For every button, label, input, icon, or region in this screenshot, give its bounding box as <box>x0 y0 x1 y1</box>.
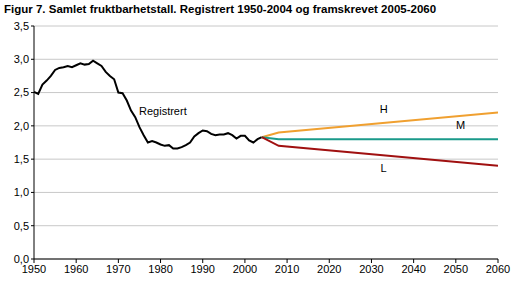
svg-text:1960: 1960 <box>64 263 88 275</box>
svg-text:1950: 1950 <box>21 262 47 275</box>
svg-text:1970: 1970 <box>106 263 130 275</box>
svg-text:2050: 2050 <box>444 263 468 275</box>
svg-text:L: L <box>381 162 387 174</box>
svg-text:M: M <box>456 119 465 131</box>
svg-text:2000: 2000 <box>233 263 257 275</box>
svg-text:3,5: 3,5 <box>14 20 29 32</box>
svg-text:H: H <box>380 103 388 115</box>
html-text:Figur 7. Samlet fruktbarhetsta: Figur 7. Samlet fruktbarhetstall. Regist… <box>4 3 437 15</box>
svg-text:2,5: 2,5 <box>14 86 29 98</box>
svg-text:1,0: 1,0 <box>14 186 29 198</box>
svg-text:1,5: 1,5 <box>14 153 29 165</box>
svg-text:2030: 2030 <box>359 263 383 275</box>
svg-text:0,0: 0,0 <box>14 253 29 265</box>
svg-text:1990: 1990 <box>190 263 214 275</box>
svg-text:Registrert: Registrert <box>139 105 187 117</box>
svg-text:2,0: 2,0 <box>14 120 29 132</box>
svg-text:3,0: 3,0 <box>14 53 29 65</box>
svg-text:2040: 2040 <box>401 263 425 275</box>
svg-text:0,5: 0,5 <box>14 220 29 232</box>
svg-text:1980: 1980 <box>148 263 172 275</box>
svg-text:2020: 2020 <box>317 263 341 275</box>
svg-text:2060: 2060 <box>486 263 504 275</box>
svg-text:2010: 2010 <box>275 263 299 275</box>
